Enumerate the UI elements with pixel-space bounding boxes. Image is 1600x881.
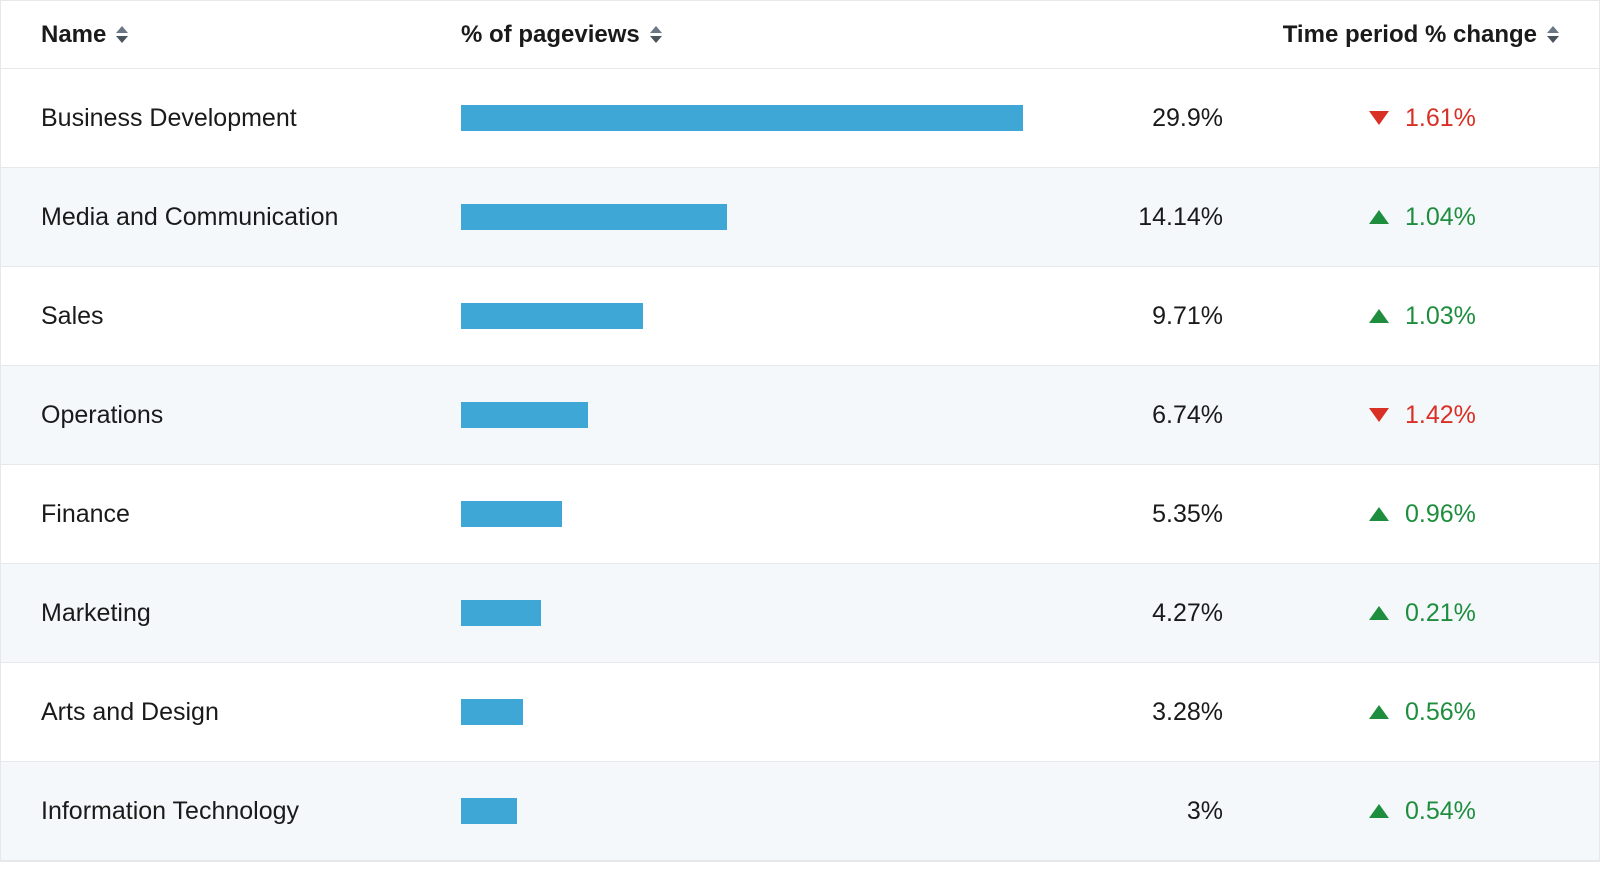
row-change-value: 0.56% bbox=[1405, 698, 1476, 727]
table-row[interactable]: Business Development 29.9% 1.61% bbox=[1, 69, 1599, 168]
bar-fill bbox=[461, 402, 588, 428]
trend-up-icon bbox=[1369, 804, 1389, 818]
table-row[interactable]: Media and Communication 14.14% 1.04% bbox=[1, 168, 1599, 267]
row-change: 0.96% bbox=[1279, 500, 1599, 529]
col-header-change[interactable]: Time period % change bbox=[1279, 21, 1599, 49]
row-pageviews-value: 29.9% bbox=[1103, 104, 1223, 133]
row-pageviews: 4.27% bbox=[461, 599, 1279, 628]
bar-track bbox=[461, 402, 1081, 428]
table-row[interactable]: Marketing 4.27% 0.21% bbox=[1, 564, 1599, 663]
col-header-change-label: Time period % change bbox=[1283, 21, 1537, 49]
sort-icon bbox=[1547, 26, 1559, 43]
row-change-value: 1.04% bbox=[1405, 203, 1476, 232]
bar-fill bbox=[461, 798, 517, 824]
bar-fill bbox=[461, 105, 1023, 131]
row-name: Business Development bbox=[1, 104, 461, 133]
table-row[interactable]: Operations 6.74% 1.42% bbox=[1, 366, 1599, 465]
row-pageviews: 5.35% bbox=[461, 500, 1279, 529]
trend-up-icon bbox=[1369, 705, 1389, 719]
row-name: Sales bbox=[1, 302, 461, 331]
bar-track bbox=[461, 699, 1081, 725]
row-pageviews-value: 3.28% bbox=[1103, 698, 1223, 727]
table-header-row: Name % of pageviews Time period % change bbox=[1, 1, 1599, 69]
bar-fill bbox=[461, 204, 727, 230]
bar-track bbox=[461, 204, 1081, 230]
bar-track bbox=[461, 303, 1081, 329]
row-change: 0.21% bbox=[1279, 599, 1599, 628]
table-row[interactable]: Finance 5.35% 0.96% bbox=[1, 465, 1599, 564]
row-change: 1.03% bbox=[1279, 302, 1599, 331]
trend-up-icon bbox=[1369, 210, 1389, 224]
table-body: Business Development 29.9% 1.61% Media and … bbox=[1, 69, 1599, 861]
row-pageviews-value: 6.74% bbox=[1103, 401, 1223, 430]
row-pageviews-value: 4.27% bbox=[1103, 599, 1223, 628]
row-pageviews-value: 5.35% bbox=[1103, 500, 1223, 529]
row-pageviews: 9.71% bbox=[461, 302, 1279, 331]
row-name: Operations bbox=[1, 401, 461, 430]
row-change: 1.42% bbox=[1279, 401, 1599, 430]
row-change-value: 0.96% bbox=[1405, 500, 1476, 529]
row-name: Finance bbox=[1, 500, 461, 529]
sort-icon bbox=[650, 26, 662, 43]
row-pageviews: 14.14% bbox=[461, 203, 1279, 232]
row-pageviews: 3.28% bbox=[461, 698, 1279, 727]
row-name: Marketing bbox=[1, 599, 461, 628]
trend-down-icon bbox=[1369, 408, 1389, 422]
bar-fill bbox=[461, 501, 562, 527]
row-pageviews-value: 3% bbox=[1103, 797, 1223, 826]
sort-icon bbox=[116, 26, 128, 43]
row-change-value: 0.54% bbox=[1405, 797, 1476, 826]
table-row[interactable]: Information Technology 3% 0.54% bbox=[1, 762, 1599, 861]
col-header-name[interactable]: Name bbox=[1, 21, 461, 49]
trend-up-icon bbox=[1369, 507, 1389, 521]
table-row[interactable]: Arts and Design 3.28% 0.56% bbox=[1, 663, 1599, 762]
bar-track bbox=[461, 798, 1081, 824]
row-change: 1.04% bbox=[1279, 203, 1599, 232]
trend-down-icon bbox=[1369, 111, 1389, 125]
row-pageviews: 29.9% bbox=[461, 104, 1279, 133]
bar-fill bbox=[461, 699, 523, 725]
row-pageviews-value: 14.14% bbox=[1103, 203, 1223, 232]
trend-up-icon bbox=[1369, 606, 1389, 620]
row-name: Arts and Design bbox=[1, 698, 461, 727]
col-header-name-label: Name bbox=[41, 21, 106, 49]
bar-track bbox=[461, 105, 1081, 131]
row-name: Information Technology bbox=[1, 797, 461, 826]
trend-up-icon bbox=[1369, 309, 1389, 323]
row-change: 0.56% bbox=[1279, 698, 1599, 727]
row-pageviews: 3% bbox=[461, 797, 1279, 826]
row-change-value: 1.42% bbox=[1405, 401, 1476, 430]
row-change-value: 0.21% bbox=[1405, 599, 1476, 628]
row-change-value: 1.03% bbox=[1405, 302, 1476, 331]
row-pageviews-value: 9.71% bbox=[1103, 302, 1223, 331]
col-header-pageviews[interactable]: % of pageviews bbox=[461, 21, 1279, 49]
col-header-pageviews-label: % of pageviews bbox=[461, 21, 640, 49]
bar-track bbox=[461, 501, 1081, 527]
row-change: 1.61% bbox=[1279, 104, 1599, 133]
row-change-value: 1.61% bbox=[1405, 104, 1476, 133]
bar-fill bbox=[461, 303, 643, 329]
bar-track bbox=[461, 600, 1081, 626]
bar-fill bbox=[461, 600, 541, 626]
table-row[interactable]: Sales 9.71% 1.03% bbox=[1, 267, 1599, 366]
row-change: 0.54% bbox=[1279, 797, 1599, 826]
row-pageviews: 6.74% bbox=[461, 401, 1279, 430]
pageviews-table: Name % of pageviews Time period % change… bbox=[0, 0, 1600, 862]
row-name: Media and Communication bbox=[1, 203, 461, 232]
